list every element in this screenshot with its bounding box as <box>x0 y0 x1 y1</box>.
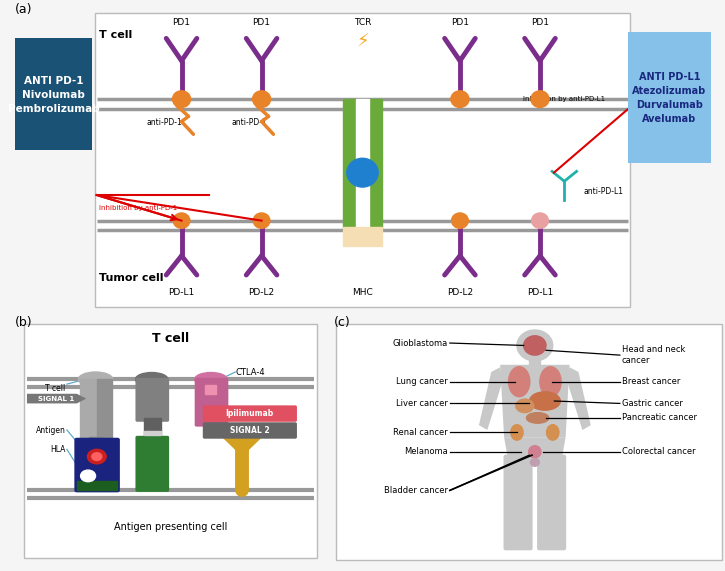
Bar <box>204 385 216 394</box>
FancyBboxPatch shape <box>537 455 566 550</box>
Circle shape <box>517 330 552 361</box>
Polygon shape <box>500 365 570 437</box>
Text: PD1: PD1 <box>451 18 469 27</box>
Text: T cell
receptor: T cell receptor <box>33 384 66 404</box>
FancyBboxPatch shape <box>195 378 228 427</box>
Ellipse shape <box>78 372 112 387</box>
Text: Inhibition by anti-PD-1: Inhibition by anti-PD-1 <box>99 205 178 211</box>
Text: PD-L1: PD-L1 <box>168 288 195 297</box>
Ellipse shape <box>347 158 378 187</box>
Text: Pancreatic cancer: Pancreatic cancer <box>621 413 697 423</box>
Circle shape <box>531 91 549 107</box>
Text: PD-L2: PD-L2 <box>249 288 275 297</box>
Text: Antigen presenting cell: Antigen presenting cell <box>114 522 227 532</box>
Ellipse shape <box>511 425 523 440</box>
Text: TCR: TCR <box>354 18 371 27</box>
Text: HLA: HLA <box>50 445 66 454</box>
Bar <box>343 227 382 246</box>
Bar <box>356 99 369 230</box>
Text: Bladder cancer: Bladder cancer <box>384 486 448 495</box>
Text: PD-L2: PD-L2 <box>447 288 473 297</box>
Polygon shape <box>27 394 86 404</box>
Ellipse shape <box>136 372 168 386</box>
FancyBboxPatch shape <box>203 423 297 439</box>
Circle shape <box>252 91 270 107</box>
Text: PD-L1: PD-L1 <box>527 288 553 297</box>
Circle shape <box>451 91 469 107</box>
Circle shape <box>523 336 546 355</box>
Text: CTLA-4: CTLA-4 <box>236 368 265 376</box>
Text: MHC: MHC <box>352 288 373 297</box>
Ellipse shape <box>195 372 227 386</box>
Bar <box>94 13 631 307</box>
FancyBboxPatch shape <box>75 438 120 492</box>
Text: ANTI PD-L1
Atezolizumab
Durvalumab
Avelumab: ANTI PD-L1 Atezolizumab Durvalumab Avelu… <box>632 72 707 124</box>
FancyBboxPatch shape <box>504 455 533 550</box>
Ellipse shape <box>526 413 549 423</box>
Bar <box>343 99 356 230</box>
Text: (c): (c) <box>334 316 350 329</box>
Polygon shape <box>504 437 566 459</box>
FancyBboxPatch shape <box>136 436 169 492</box>
FancyBboxPatch shape <box>14 38 93 150</box>
Text: Glioblastoma: Glioblastoma <box>393 339 448 348</box>
Text: Gastric cancer: Gastric cancer <box>621 399 682 408</box>
Text: Melanoma: Melanoma <box>405 447 448 456</box>
Circle shape <box>173 213 190 228</box>
Ellipse shape <box>508 367 530 397</box>
Text: ANTI PD-1
Nivolumab
Pembrolizumab: ANTI PD-1 Nivolumab Pembrolizumab <box>7 75 99 114</box>
Ellipse shape <box>547 425 559 440</box>
Circle shape <box>92 453 102 460</box>
Text: anti-PD-L1: anti-PD-L1 <box>583 187 623 196</box>
Ellipse shape <box>515 399 534 413</box>
Bar <box>144 431 161 435</box>
Bar <box>89 437 103 444</box>
Text: Breast cancer: Breast cancer <box>621 377 680 386</box>
Bar <box>144 418 161 440</box>
Circle shape <box>531 459 539 467</box>
Polygon shape <box>567 367 591 430</box>
Text: ⚡: ⚡ <box>356 33 369 51</box>
Circle shape <box>531 213 548 228</box>
Text: Antigen: Antigen <box>36 425 66 435</box>
Text: PD1: PD1 <box>173 18 191 27</box>
Circle shape <box>173 91 191 107</box>
Bar <box>80 379 96 440</box>
Text: Tumor cell: Tumor cell <box>99 273 164 283</box>
Text: anti-PD-1: anti-PD-1 <box>231 118 267 127</box>
Text: anti-PD-1: anti-PD-1 <box>146 118 182 127</box>
Text: SIGNAL 2: SIGNAL 2 <box>230 426 270 435</box>
Text: PD1: PD1 <box>252 18 270 27</box>
FancyBboxPatch shape <box>203 405 297 422</box>
FancyBboxPatch shape <box>136 378 169 422</box>
Ellipse shape <box>529 446 541 458</box>
Ellipse shape <box>540 367 561 397</box>
Text: Ipilimumab: Ipilimumab <box>225 409 273 418</box>
Text: Lung cancer: Lung cancer <box>397 377 448 386</box>
Text: Head and neck
cancer: Head and neck cancer <box>621 345 685 365</box>
FancyBboxPatch shape <box>629 32 710 163</box>
Circle shape <box>80 470 96 482</box>
Bar <box>97 379 112 440</box>
Circle shape <box>253 213 270 228</box>
Circle shape <box>88 449 106 464</box>
Text: SIGNAL 1: SIGNAL 1 <box>38 396 75 401</box>
Bar <box>529 344 540 365</box>
Text: Liver cancer: Liver cancer <box>397 399 448 408</box>
Bar <box>77 481 117 490</box>
Text: T cell: T cell <box>99 30 133 40</box>
Text: Renal cancer: Renal cancer <box>394 428 448 437</box>
Text: (b): (b) <box>14 316 32 329</box>
Text: Colorectal cancer: Colorectal cancer <box>621 447 695 456</box>
Text: PD1: PD1 <box>531 18 549 27</box>
Circle shape <box>452 213 468 228</box>
Text: (a): (a) <box>14 3 32 16</box>
Polygon shape <box>479 367 502 430</box>
Bar <box>369 99 382 230</box>
Text: T cell: T cell <box>152 332 189 345</box>
Text: Inhibition by anti-PD-L1: Inhibition by anti-PD-L1 <box>523 96 605 102</box>
Ellipse shape <box>529 392 560 410</box>
